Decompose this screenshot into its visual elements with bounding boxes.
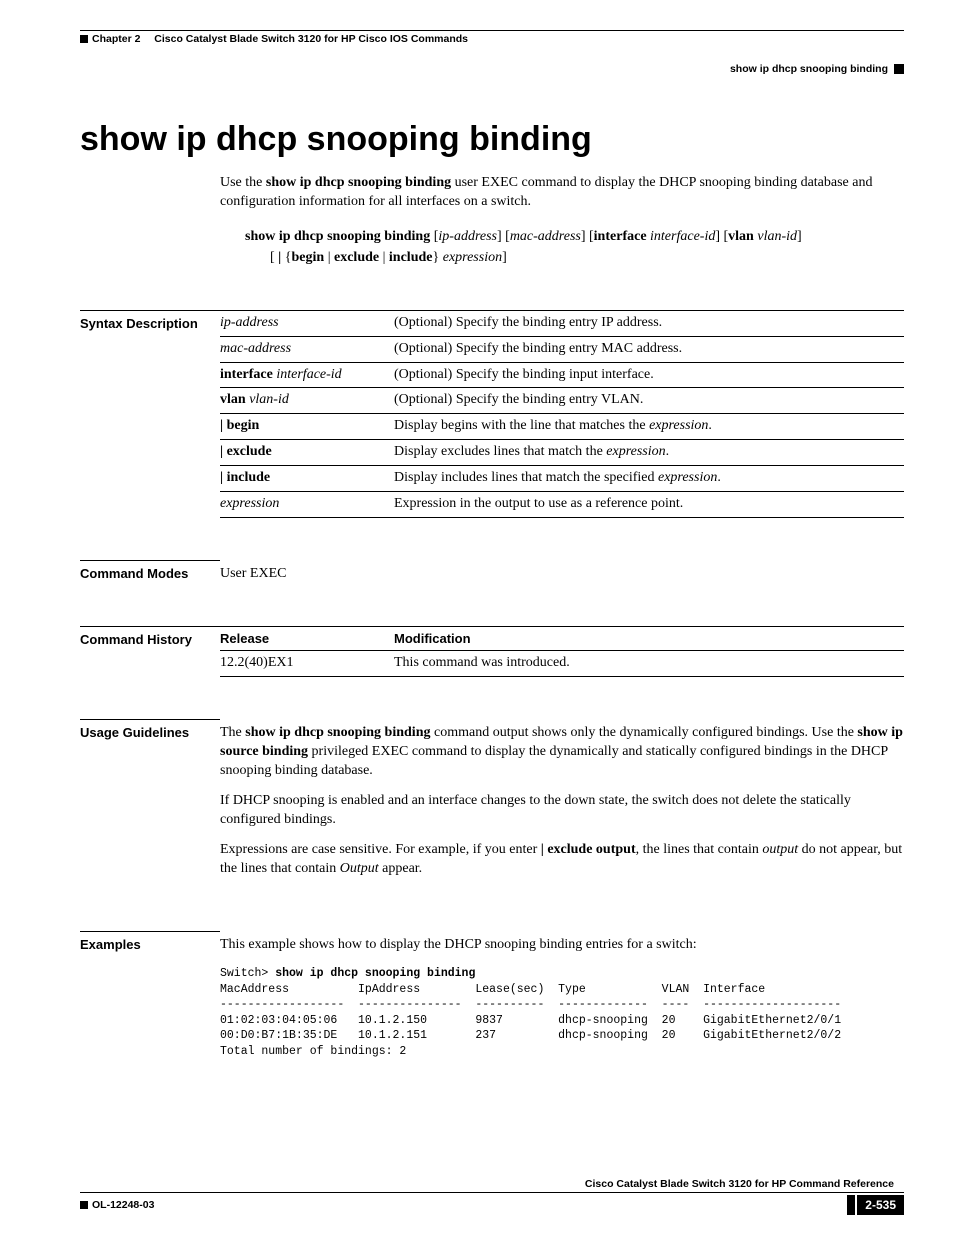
syntax-kw-exclude: exclude <box>334 250 379 265</box>
intro-prefix: Use the <box>220 175 266 190</box>
chapter-title: Cisco Catalyst Blade Switch 3120 for HP … <box>154 33 468 45</box>
param-desc: (Optional) Specify the binding entry VLA… <box>394 388 904 414</box>
history-col-release: Release <box>220 627 394 651</box>
example-output-block: Switch> show ip dhcp snooping binding Ma… <box>220 966 904 1059</box>
usage-guidelines-label: Usage Guidelines <box>80 719 220 889</box>
param-row: interface interface-id(Optional) Specify… <box>220 362 904 388</box>
chapter-label: Chapter 2 <box>92 33 140 45</box>
history-row: 12.2(40)EX1This command was introduced. <box>220 651 904 677</box>
syntax-ifid: interface-id <box>650 229 715 244</box>
usage-p3: Expressions are case sensitive. For exam… <box>220 841 904 879</box>
param-desc: (Optional) Specify the binding entry MAC… <box>394 336 904 362</box>
syntax-kw-interface: interface <box>594 229 647 244</box>
syntax-kw-include: include <box>389 250 433 265</box>
command-history-table: Release Modification 12.2(40)EX1This com… <box>220 627 904 677</box>
param-term: expression <box>220 492 394 518</box>
footer-marker-icon <box>80 1201 88 1209</box>
param-desc: Display excludes lines that match the ex… <box>394 440 904 466</box>
intro-paragraph: Use the show ip dhcp snooping binding us… <box>220 174 904 212</box>
param-desc: Display includes lines that match the sp… <box>394 466 904 492</box>
examples-body: This example shows how to display the DH… <box>220 931 904 1059</box>
doc-number-text: OL-12248-03 <box>92 1199 154 1211</box>
param-row: expressionExpression in the output to us… <box>220 492 904 518</box>
command-modes-value: User EXEC <box>220 566 287 581</box>
footer-page-number: 2-535 <box>857 1195 904 1215</box>
param-desc: (Optional) Specify the binding input int… <box>394 362 904 388</box>
command-modes-label: Command Modes <box>80 560 220 584</box>
section-syntax-description: Syntax Description ip-address(Optional) … <box>80 310 904 518</box>
footer-row: OL-12248-03 2-535 <box>80 1195 904 1215</box>
section-command-history: Command History Release Modification 12.… <box>80 626 904 677</box>
command-modes-body: User EXEC <box>220 560 904 584</box>
running-header-command: show ip dhcp snooping binding <box>80 63 904 75</box>
syntax-kw-vlan: vlan <box>728 229 754 244</box>
page-title: show ip dhcp snooping binding <box>80 120 904 159</box>
usage-guidelines-body: The show ip dhcp snooping binding comman… <box>220 719 904 889</box>
footer-book-title: Cisco Catalyst Blade Switch 3120 for HP … <box>80 1178 904 1193</box>
syntax-block: show ip dhcp snooping binding [ip-addres… <box>245 226 904 268</box>
syntax-description-label: Syntax Description <box>80 310 220 518</box>
chapter-header: Chapter 2 Cisco Catalyst Blade Switch 31… <box>80 33 904 45</box>
top-rule <box>80 30 904 31</box>
param-desc: Display begins with the line that matche… <box>394 414 904 440</box>
header-square-icon <box>894 64 904 74</box>
header-marker-icon <box>80 35 88 43</box>
param-desc: Expression in the output to use as a ref… <box>394 492 904 518</box>
param-term: ip-address <box>220 311 394 336</box>
syntax-vlanid: vlan-id <box>757 229 797 244</box>
syntax-ip: ip-address <box>438 229 497 244</box>
param-term: interface interface-id <box>220 362 394 388</box>
syntax-kw-begin: begin <box>292 250 325 265</box>
doc-page: Chapter 2 Cisco Catalyst Blade Switch 31… <box>0 0 954 1235</box>
command-history-label: Command History <box>80 626 220 677</box>
param-term: | include <box>220 466 394 492</box>
history-release: 12.2(40)EX1 <box>220 651 394 677</box>
param-term: mac-address <box>220 336 394 362</box>
intro-command: show ip dhcp snooping binding <box>266 175 451 190</box>
footer-doc-number: OL-12248-03 <box>80 1199 154 1211</box>
param-row: | beginDisplay begins with the line that… <box>220 414 904 440</box>
syntax-line-1: show ip dhcp snooping binding [ip-addres… <box>245 226 904 247</box>
intro-block: Use the show ip dhcp snooping binding us… <box>220 174 904 212</box>
section-command-modes: Command Modes User EXEC <box>80 560 904 584</box>
param-term: | begin <box>220 414 394 440</box>
syntax-line-2: [ | {begin | exclude | include} expressi… <box>245 247 904 268</box>
param-term: | exclude <box>220 440 394 466</box>
command-history-body: Release Modification 12.2(40)EX1This com… <box>220 626 904 677</box>
history-modification: This command was introduced. <box>394 651 904 677</box>
syntax-mac: mac-address <box>510 229 581 244</box>
running-command-name: show ip dhcp snooping binding <box>730 63 888 75</box>
param-desc: (Optional) Specify the binding entry IP … <box>394 311 904 336</box>
param-row: vlan vlan-id(Optional) Specify the bindi… <box>220 388 904 414</box>
syntax-expr: expression <box>443 250 502 265</box>
history-col-modification: Modification <box>394 627 904 651</box>
param-row: | includeDisplay includes lines that mat… <box>220 466 904 492</box>
examples-intro: This example shows how to display the DH… <box>220 936 904 955</box>
example-entered-command: show ip dhcp snooping binding <box>275 967 475 980</box>
param-row: mac-address(Optional) Specify the bindin… <box>220 336 904 362</box>
param-row: | excludeDisplay excludes lines that mat… <box>220 440 904 466</box>
syntax-description-table: ip-address(Optional) Specify the binding… <box>220 311 904 518</box>
example-prompt: Switch> <box>220 967 275 980</box>
section-examples: Examples This example shows how to displ… <box>80 931 904 1059</box>
usage-p2: If DHCP snooping is enabled and an inter… <box>220 792 904 830</box>
param-term: vlan vlan-id <box>220 388 394 414</box>
examples-label: Examples <box>80 931 220 1059</box>
param-row: ip-address(Optional) Specify the binding… <box>220 311 904 336</box>
example-output-text: MacAddress IpAddress Lease(sec) Type VLA… <box>220 983 841 1058</box>
page-footer: Cisco Catalyst Blade Switch 3120 for HP … <box>80 1178 904 1215</box>
syntax-cmd: show ip dhcp snooping binding <box>245 229 430 244</box>
section-usage-guidelines: Usage Guidelines The show ip dhcp snoopi… <box>80 719 904 889</box>
usage-p1: The show ip dhcp snooping binding comman… <box>220 724 904 781</box>
syntax-description-body: ip-address(Optional) Specify the binding… <box>220 310 904 518</box>
